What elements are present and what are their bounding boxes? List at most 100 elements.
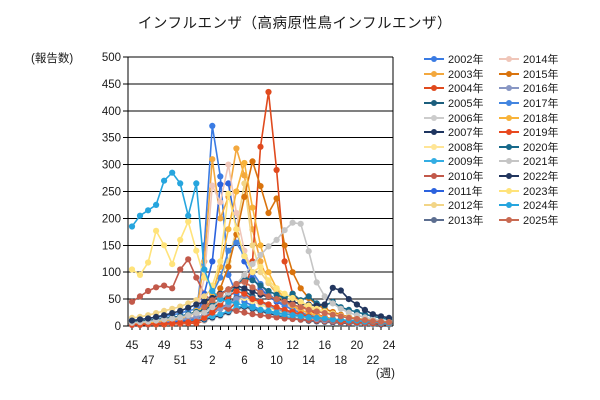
data-point-2016年 bbox=[193, 314, 200, 321]
data-point-2010年 bbox=[249, 311, 256, 318]
data-point-2023年 bbox=[201, 274, 208, 281]
data-point-2011年 bbox=[209, 258, 216, 265]
data-point-2019年 bbox=[185, 319, 192, 326]
data-point-2024年 bbox=[201, 266, 208, 273]
data-point-2019年 bbox=[193, 318, 200, 325]
y-tick-label: 150 bbox=[102, 240, 121, 252]
legend-item-2011年: 2011年 bbox=[424, 183, 499, 198]
x-tick-label: 6 bbox=[241, 355, 247, 367]
data-point-2021年 bbox=[265, 243, 272, 250]
y-tick-label: 200 bbox=[102, 213, 121, 225]
legend-item-2005年: 2005年 bbox=[424, 96, 499, 111]
data-point-2012年 bbox=[161, 307, 168, 314]
data-point-2003年 bbox=[209, 156, 216, 163]
legend-item-2003年: 2003年 bbox=[424, 67, 499, 82]
legend-label: 2005年 bbox=[448, 98, 484, 111]
legend-label: 2023年 bbox=[523, 185, 559, 198]
data-point-2018年 bbox=[233, 188, 240, 195]
data-point-2020年 bbox=[289, 290, 296, 297]
data-point-2021年 bbox=[297, 220, 304, 227]
data-point-2023年 bbox=[161, 242, 168, 249]
legend-marker-icon bbox=[499, 156, 519, 166]
data-point-2023年 bbox=[289, 294, 296, 302]
legend-marker-icon bbox=[499, 142, 519, 152]
data-point-2024年 bbox=[177, 180, 184, 187]
data-point-2010年 bbox=[161, 282, 168, 289]
data-point-2015年 bbox=[265, 209, 272, 217]
data-point-2015年 bbox=[241, 193, 248, 200]
legend-label: 2013年 bbox=[448, 214, 484, 227]
data-point-2022年 bbox=[249, 288, 256, 295]
data-point-2020年 bbox=[257, 282, 264, 289]
data-point-2015年 bbox=[289, 269, 296, 276]
legend-item-2016年: 2016年 bbox=[499, 81, 574, 96]
data-point-2002年 bbox=[209, 122, 216, 129]
data-point-2010年 bbox=[273, 314, 280, 321]
data-point-2010年 bbox=[177, 266, 184, 273]
data-point-2021年 bbox=[209, 304, 216, 311]
data-point-2025年 bbox=[369, 318, 376, 325]
data-point-2025年 bbox=[281, 298, 288, 305]
data-point-2022年 bbox=[385, 314, 393, 321]
data-point-2010年 bbox=[233, 307, 240, 314]
legend-marker-icon bbox=[424, 83, 444, 93]
data-point-2010年 bbox=[257, 312, 264, 319]
data-point-2012年 bbox=[201, 293, 208, 300]
legend-item-2008年: 2008年 bbox=[424, 140, 499, 155]
data-point-2022年 bbox=[377, 313, 385, 320]
data-point-2023年 bbox=[193, 247, 200, 254]
legend-item-2009年: 2009年 bbox=[424, 154, 499, 169]
legend-item-2014年: 2014年 bbox=[499, 52, 574, 67]
legend-label: 2015年 bbox=[523, 68, 559, 81]
data-point-2025年 bbox=[345, 314, 352, 321]
data-point-2019年 bbox=[177, 319, 184, 326]
data-point-2010年 bbox=[136, 293, 144, 300]
data-point-2024年 bbox=[329, 316, 336, 323]
data-point-2011年 bbox=[225, 180, 232, 187]
legend-label: 2007年 bbox=[448, 127, 484, 140]
data-point-2010年 bbox=[185, 256, 192, 263]
data-point-2023年 bbox=[225, 190, 232, 197]
legend-label: 2003年 bbox=[448, 68, 484, 81]
x-tick-label: 24 bbox=[383, 340, 396, 352]
y-tick-label: 500 bbox=[102, 52, 121, 64]
data-point-2023年 bbox=[177, 236, 184, 243]
data-point-2022年 bbox=[153, 313, 160, 320]
data-point-2025年 bbox=[265, 293, 272, 300]
legend-item-2015年: 2015年 bbox=[499, 67, 574, 82]
legend-item-2024年: 2024年 bbox=[499, 198, 574, 213]
data-point-2024年 bbox=[153, 201, 160, 208]
data-point-2019年 bbox=[209, 309, 216, 316]
data-point-2021年 bbox=[201, 309, 208, 316]
data-point-2012年 bbox=[193, 297, 200, 304]
legend-marker-icon bbox=[424, 98, 444, 108]
data-point-2022年 bbox=[369, 311, 376, 318]
data-point-2010年 bbox=[265, 313, 272, 320]
data-point-2017年 bbox=[233, 239, 240, 246]
data-point-2021年 bbox=[273, 236, 280, 243]
data-point-2015年 bbox=[217, 285, 224, 292]
legend-marker-icon bbox=[424, 186, 444, 196]
data-point-2018年 bbox=[225, 226, 232, 233]
data-point-2022年 bbox=[128, 317, 136, 324]
x-tick-label: 14 bbox=[302, 355, 315, 367]
data-point-2021年 bbox=[185, 312, 192, 319]
data-point-2004年 bbox=[257, 143, 264, 150]
data-point-2025年 bbox=[377, 318, 385, 325]
x-tick-label: 4 bbox=[225, 340, 232, 352]
data-point-2014年 bbox=[217, 199, 224, 206]
data-point-2010年 bbox=[169, 285, 176, 292]
x-tick-label: 10 bbox=[270, 355, 283, 367]
data-point-2023年 bbox=[241, 253, 248, 260]
data-point-2025年 bbox=[273, 296, 280, 303]
data-point-2025年 bbox=[289, 301, 296, 308]
data-point-2021年 bbox=[177, 314, 184, 321]
legend-label: 2020年 bbox=[523, 141, 559, 154]
data-point-2024年 bbox=[136, 212, 144, 219]
data-point-2023年 bbox=[273, 285, 280, 292]
data-point-2023年 bbox=[249, 269, 256, 276]
data-point-2022年 bbox=[241, 285, 248, 292]
data-point-2010年 bbox=[128, 298, 136, 305]
data-point-2015年 bbox=[257, 183, 264, 190]
data-point-2014年 bbox=[233, 209, 240, 217]
